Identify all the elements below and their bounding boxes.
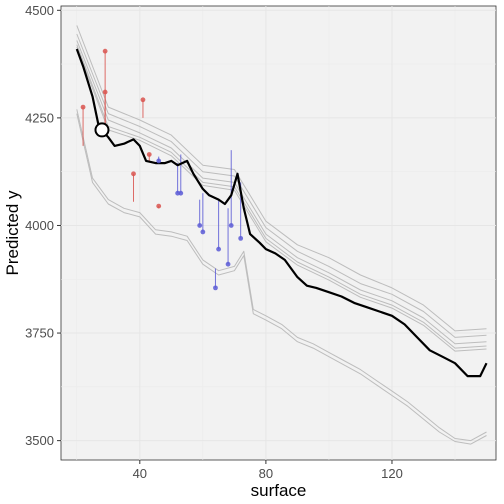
- x-tick-label: 40: [133, 466, 147, 481]
- x-tick-label: 120: [381, 466, 403, 481]
- ice-curve: [76, 44, 487, 349]
- ice-curve: [76, 113, 487, 445]
- observation-point: [200, 229, 206, 235]
- y-tick-label: 4000: [25, 218, 54, 233]
- observation-point: [213, 285, 218, 291]
- ice-curve: [76, 109, 487, 442]
- y-axis-title: Predicted y: [3, 190, 22, 276]
- highlight-point: [94, 122, 110, 138]
- observation-point: [80, 104, 86, 110]
- y-tick-label: 3750: [25, 326, 54, 341]
- y-tick-label: 4250: [25, 110, 54, 125]
- observation-point: [140, 97, 146, 103]
- y-tick-label: 4500: [25, 3, 54, 18]
- x-axis-title: surface: [251, 481, 307, 500]
- observation-point: [102, 89, 108, 95]
- observation-point: [238, 235, 244, 241]
- y-tick-label: 3500: [25, 433, 54, 448]
- observation-point: [228, 223, 234, 228]
- observation-points: [80, 48, 244, 291]
- grid-lines: [61, 6, 496, 460]
- observation-point: [178, 190, 184, 196]
- highlight-marker: [94, 122, 110, 138]
- main-profile-line: [75, 48, 488, 378]
- plot-panel: [60, 5, 497, 461]
- ice-curve: [76, 46, 487, 352]
- y-axis-ticks: 3500 3750 4000 4250 4500: [25, 3, 61, 448]
- observation-point: [156, 203, 162, 209]
- observation-point: [102, 48, 108, 54]
- observation-point: [216, 246, 222, 252]
- x-axis-ticks: 40 80 120: [133, 460, 403, 481]
- main-profile: [75, 48, 488, 378]
- ice-curve: [76, 25, 487, 332]
- ice-curves: [76, 25, 487, 445]
- observation-point: [146, 152, 152, 157]
- observation-point: [225, 261, 231, 267]
- x-tick-label: 80: [259, 466, 273, 481]
- observation-point: [131, 171, 136, 177]
- observation-point: [197, 223, 203, 228]
- ice-curve: [76, 33, 487, 338]
- ice-curve: [76, 40, 487, 345]
- observation-point: [156, 158, 162, 164]
